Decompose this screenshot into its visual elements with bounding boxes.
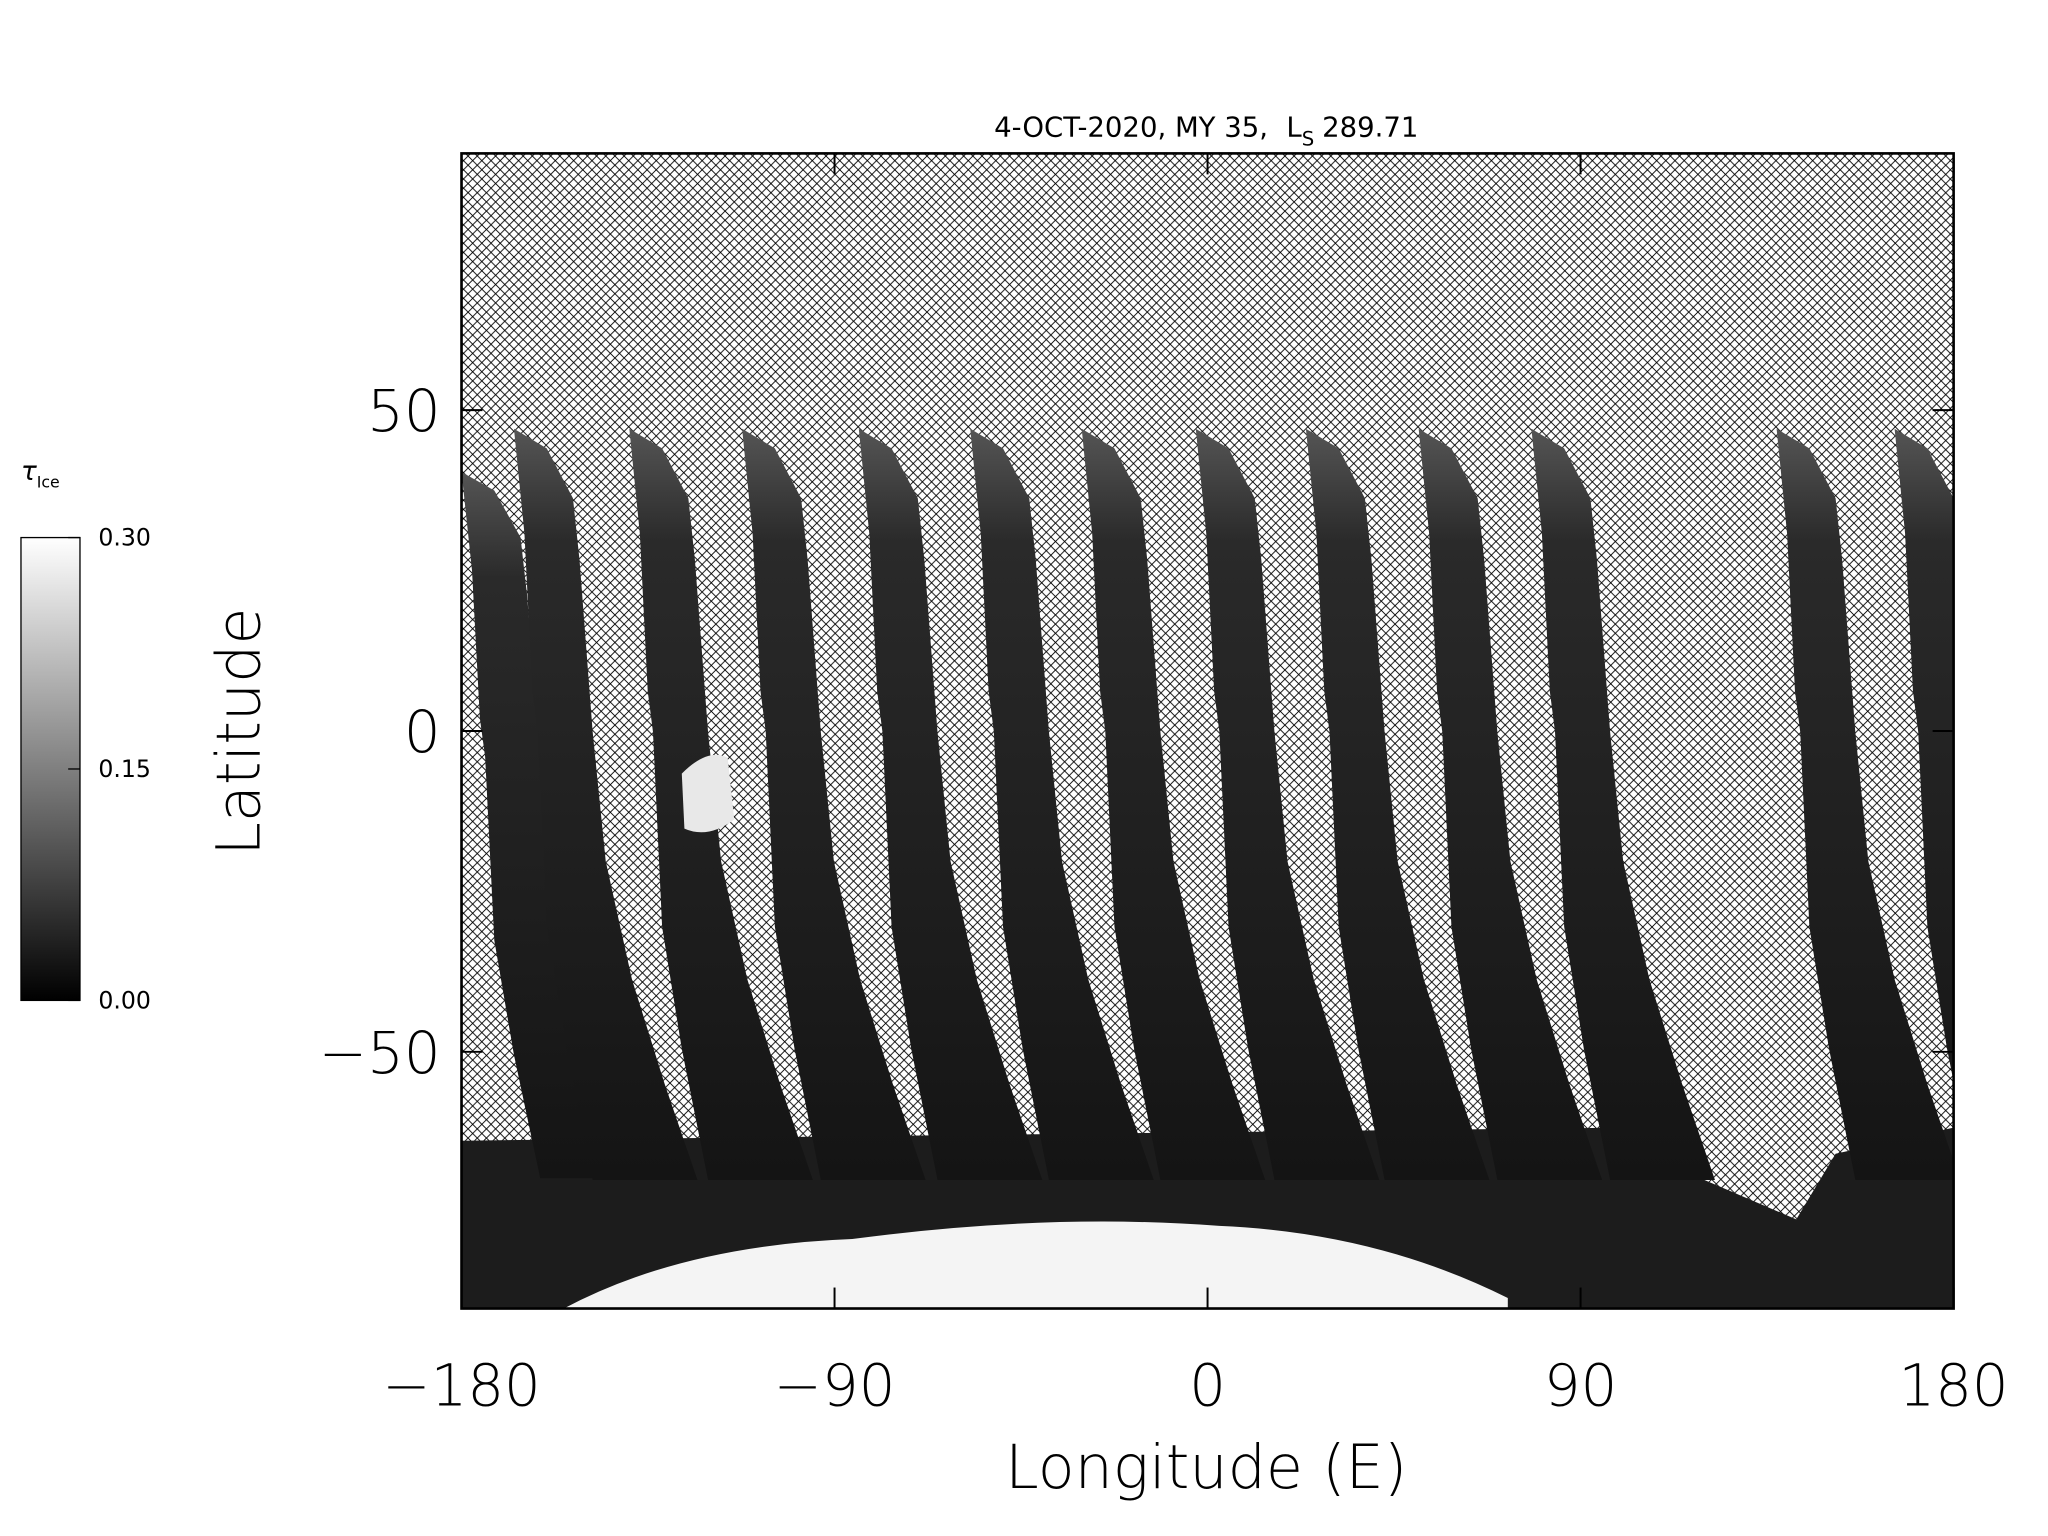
- swath: [513, 428, 698, 1181]
- y-tick-label: 0: [404, 698, 441, 766]
- colorbar-tick-label: 0.30: [98, 523, 151, 551]
- colorbar-label: τIce: [21, 457, 60, 492]
- swath: [1418, 428, 1603, 1181]
- swath: [1195, 428, 1380, 1181]
- title-ls-value: 289.71: [1322, 111, 1418, 143]
- y-axis-label: Latitude: [205, 608, 275, 856]
- swath: [1081, 428, 1266, 1181]
- swath: [1894, 428, 1954, 1082]
- x-tick-label: 0: [1189, 1352, 1226, 1420]
- x-tick-label: 180: [1899, 1352, 2009, 1420]
- swath: [1776, 428, 1954, 1181]
- title-ls-sub: S: [1302, 128, 1314, 151]
- observation-swaths: [461, 428, 1954, 1309]
- x-tick-label: 90: [1544, 1352, 1617, 1420]
- swath: [970, 428, 1154, 1181]
- y-tick-label: 50: [367, 377, 440, 445]
- swath: [1305, 428, 1490, 1181]
- colorbar-symbol: τ: [21, 457, 37, 487]
- x-tick-label: −180: [382, 1352, 540, 1420]
- x-axis-label: Longitude (E): [1005, 1433, 1407, 1503]
- colorbar-tick-label: 0.15: [98, 755, 151, 783]
- swath: [629, 428, 813, 1181]
- x-tick-label: −90: [774, 1352, 896, 1420]
- colorbar-tick-label: 0.00: [98, 986, 151, 1014]
- swath: [461, 472, 646, 1179]
- swath: [742, 428, 926, 1181]
- swath-bright-cap: [563, 1221, 1508, 1309]
- chart-title: 4-OCT-2020, MY 35, LS 289.71: [994, 111, 1418, 150]
- swath: [1531, 428, 1715, 1181]
- title-text: 4-OCT-2020, MY 35,: [994, 111, 1268, 143]
- title-ls: L: [1286, 111, 1302, 143]
- swath: [858, 428, 1043, 1181]
- swath-bright-patch: [681, 754, 735, 833]
- colorbar-subscript: Ice: [37, 473, 60, 492]
- y-tick-label: −50: [319, 1019, 441, 1087]
